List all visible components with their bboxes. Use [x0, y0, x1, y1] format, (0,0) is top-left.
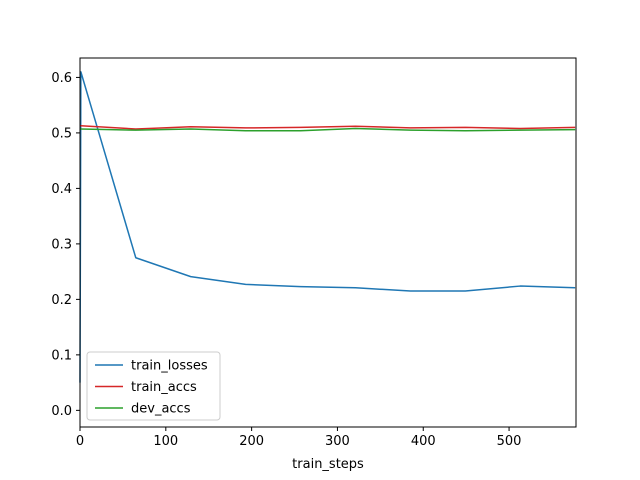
x-tick-label: 100	[153, 434, 178, 449]
y-tick-label: 0.5	[51, 126, 72, 141]
y-tick-label: 0.0	[51, 404, 72, 419]
legend-label-train-accs: train_accs	[131, 380, 197, 395]
y-tick-label: 0.2	[51, 293, 72, 308]
series-line-dev-accs	[80, 127, 576, 132]
legend: train_losses train_accs dev_accs	[86, 351, 221, 421]
series-layer	[79, 71, 576, 383]
y-tick-label: 0.3	[51, 237, 72, 252]
series-line-train-accs	[80, 124, 576, 130]
x-tick-label: 400	[411, 434, 436, 449]
legend-label-dev-accs: dev_accs	[131, 402, 191, 417]
y-tick-label: 0.4	[51, 182, 72, 197]
x-axis-label: train_steps	[292, 457, 364, 472]
y-tick-label: 0.1	[51, 348, 72, 363]
x-tick-label: 0	[76, 434, 84, 449]
x-tick-label: 200	[239, 434, 264, 449]
legend-label-train-losses: train_losses	[131, 359, 208, 374]
plot-frame	[79, 57, 577, 428]
x-tick-label: 500	[497, 434, 522, 449]
axes-layer: 0 100 200 300 400 500 0.0 0.1 0.2 0.3 0.4 0.5 0.6	[51, 71, 521, 449]
x-tick-label: 300	[325, 434, 350, 449]
series-line-train-losses	[79, 71, 576, 383]
y-tick-label: 0.6	[51, 71, 72, 86]
legend-box	[86, 351, 221, 421]
